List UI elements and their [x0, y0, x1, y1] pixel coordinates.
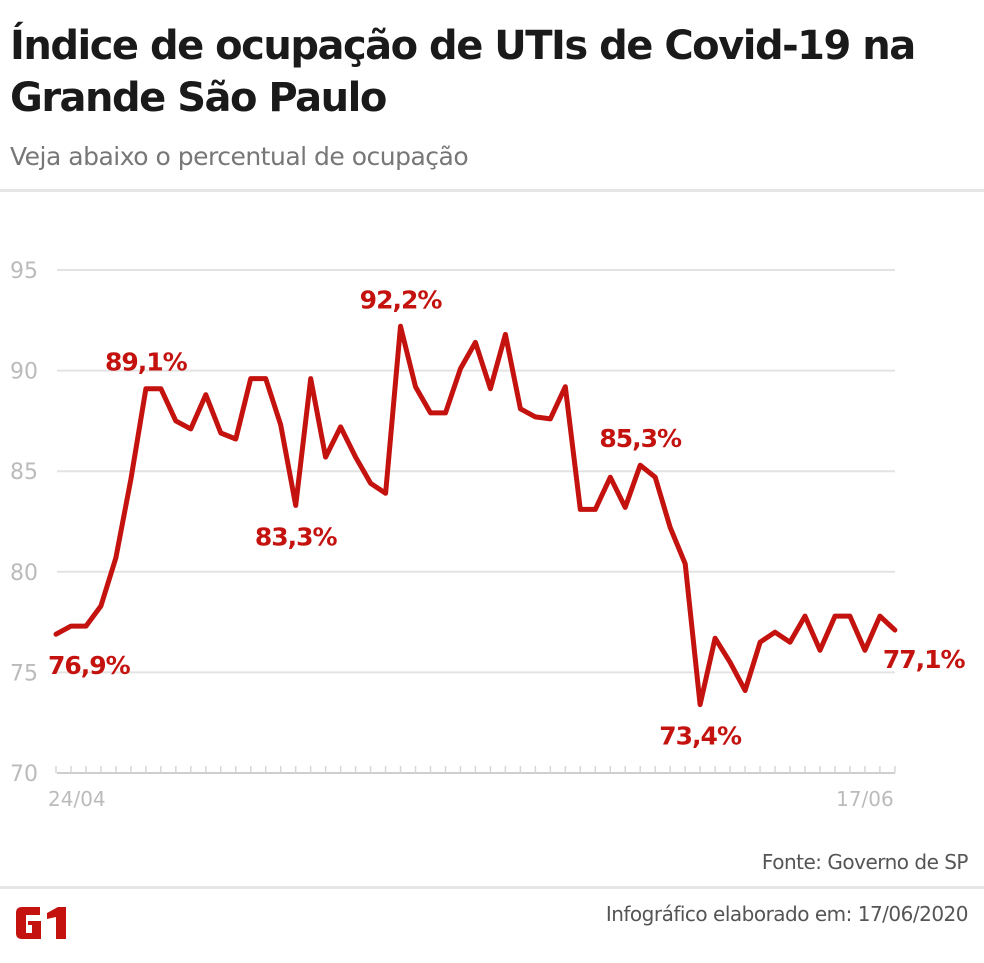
data-point: [220, 432, 222, 434]
data-label: 73,4%: [659, 722, 742, 751]
data-point: [669, 527, 671, 529]
source-note: Fonte: Governo de SP: [761, 850, 969, 874]
x-tick-label: 17/06: [836, 787, 894, 811]
data-point: [714, 637, 716, 639]
data-point: [744, 690, 746, 692]
data-label: 76,9%: [48, 651, 131, 680]
line-chart: 70 75 80 85 90 95 24/04 17/06 76,9% 89,1% 83,3% 92,…: [10, 259, 967, 811]
data-point: [400, 325, 402, 327]
data-point: [849, 615, 851, 617]
data-point: [175, 420, 177, 422]
data-point: [70, 625, 72, 627]
y-tick-label: 90: [10, 360, 38, 385]
data-point: [370, 482, 372, 484]
data-point: [594, 508, 596, 510]
data-point: [699, 704, 701, 706]
data-point: [160, 388, 162, 390]
data-point: [489, 388, 491, 390]
data-point: [235, 438, 237, 440]
data-point: [894, 629, 896, 631]
data-point: [459, 368, 461, 370]
g1-logo: [16, 907, 66, 939]
data-point: [564, 386, 566, 388]
data-point: [609, 476, 611, 478]
y-tick-label: 95: [10, 259, 38, 284]
data-point: [280, 424, 282, 426]
data-point: [205, 394, 207, 396]
data-point: [639, 464, 641, 466]
data-point: [474, 341, 476, 343]
series-line: [53, 323, 898, 708]
data-point: [684, 563, 686, 565]
data-point: [444, 412, 446, 414]
data-point: [519, 408, 521, 410]
data-point: [504, 333, 506, 335]
data-point: [250, 378, 252, 380]
data-point: [774, 631, 776, 633]
data-point: [864, 649, 866, 651]
y-tick-label: 70: [10, 762, 38, 787]
data-point: [729, 661, 731, 663]
data-point: [879, 615, 881, 617]
data-point: [115, 557, 117, 559]
data-point: [85, 625, 87, 627]
data-label: 85,3%: [599, 424, 682, 453]
data-label: 77,1%: [883, 645, 966, 674]
data-point: [130, 478, 132, 480]
data-point: [100, 605, 102, 607]
data-point: [654, 476, 656, 478]
data-point: [579, 508, 581, 510]
data-point: [819, 649, 821, 651]
data-point: [355, 456, 357, 458]
data-point: [295, 504, 297, 506]
data-point: [834, 615, 836, 617]
data-point: [265, 378, 267, 380]
x-tick-label: 24/04: [48, 787, 106, 811]
data-point: [415, 386, 417, 388]
data-point: [385, 492, 387, 494]
data-label: 92,2%: [360, 285, 443, 314]
bottom-divider: [0, 886, 984, 889]
data-point: [804, 615, 806, 617]
top-divider: [0, 189, 984, 192]
data-point: [549, 418, 551, 420]
data-point: [145, 388, 147, 390]
chart-title: Índice de ocupação de UTIs de Covid-19 n…: [10, 23, 916, 121]
y-tick-label: 75: [10, 661, 38, 686]
data-point: [430, 412, 431, 414]
data-point: [325, 456, 327, 458]
credit-note: Infográfico elaborado em: 17/06/2020: [605, 902, 969, 926]
chart-subtitle: Veja abaixo o percentual de ocupação: [10, 142, 469, 171]
data-point: [759, 641, 761, 643]
data-point: [55, 633, 57, 635]
data-point: [534, 416, 536, 418]
data-point: [340, 426, 342, 428]
y-tick-label: 80: [10, 561, 38, 586]
data-label: 89,1%: [105, 348, 188, 377]
data-point: [310, 378, 312, 380]
data-point: [190, 428, 192, 430]
y-tick-label: 85: [10, 460, 38, 485]
data-point: [624, 506, 626, 508]
data-label: 83,3%: [255, 522, 338, 551]
data-point: [789, 641, 791, 643]
